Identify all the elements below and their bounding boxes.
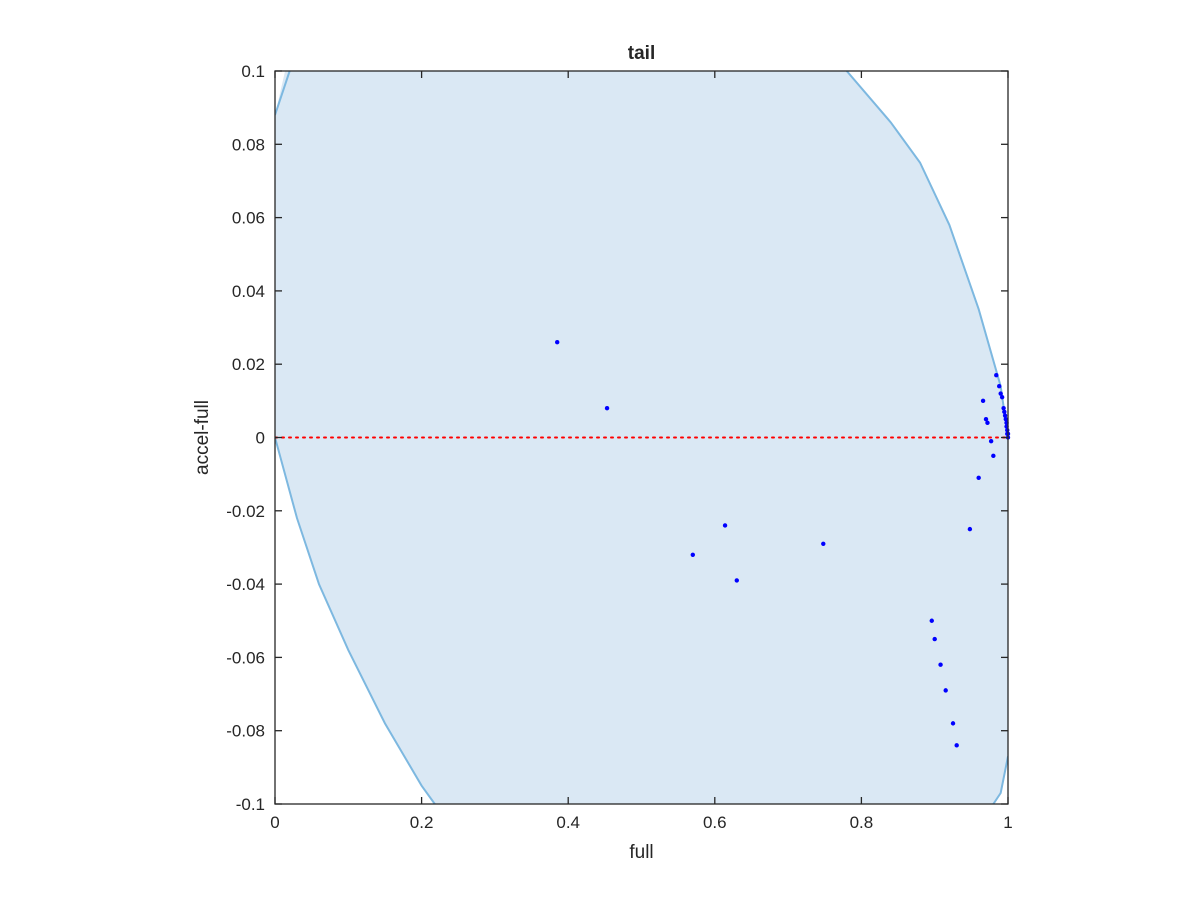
y-tick-label: -0.1	[236, 795, 265, 814]
axes: 0 0.2 0.4 0.6 0.8 1 -0.1 -0.08 -0.06 -0.04 -0.02 0…	[226, 62, 1012, 832]
data-point	[929, 618, 934, 623]
data-point	[943, 688, 948, 693]
data-point	[1002, 409, 1007, 415]
x-tick-label: 0	[270, 813, 279, 832]
region-boundary-lower-left	[275, 437, 436, 804]
region-boundary-lower-right	[992, 756, 1008, 804]
y-tick-label: -0.04	[226, 575, 265, 594]
data-point	[690, 552, 696, 557]
y-tick-label: 0.1	[241, 62, 265, 81]
data-point	[954, 743, 959, 748]
data-point	[994, 372, 999, 378]
region-boundary-upper-left	[275, 71, 291, 116]
data-point	[998, 391, 1003, 396]
data-point	[1002, 413, 1008, 418]
data-point	[997, 383, 1002, 389]
data-point	[980, 398, 986, 404]
y-tick-label: 0.04	[232, 282, 265, 301]
data-point	[734, 578, 739, 583]
y-tick-label: -0.06	[226, 648, 265, 667]
data-point	[555, 340, 560, 345]
data-point	[967, 526, 973, 532]
data-point	[999, 394, 1005, 400]
y-tick-label: 0.08	[232, 135, 265, 154]
y-axis-label: accel-full	[192, 400, 213, 475]
data-points	[555, 340, 1011, 748]
x-tick-label: 0.8	[850, 813, 874, 832]
data-point	[985, 420, 990, 426]
y-tick-label: -0.08	[226, 722, 265, 741]
x-tick-label: 0.2	[410, 813, 434, 832]
data-point	[983, 416, 989, 422]
data-point	[1001, 405, 1006, 411]
data-point	[722, 523, 728, 528]
x-tick-label: 0.6	[703, 813, 727, 832]
data-point	[821, 541, 826, 546]
x-axis-label: full	[629, 842, 653, 863]
x-tick-label: 0.4	[556, 813, 580, 832]
data-point	[604, 405, 610, 411]
x-tick-label: 1	[1003, 813, 1012, 832]
y-tick-label: 0.06	[232, 209, 265, 228]
x-axis-ticks: 0 0.2 0.4 0.6 0.8 1	[270, 71, 1013, 832]
y-tick-label: 0	[256, 429, 265, 448]
data-point	[938, 662, 943, 667]
data-point	[976, 475, 981, 481]
y-axis-ticks: -0.1 -0.08 -0.06 -0.04 -0.02 0 0.02 0.04 0.06 0.0…	[226, 62, 1008, 814]
plot-area	[275, 71, 1011, 804]
y-tick-label: 0.02	[232, 355, 265, 374]
data-point	[988, 438, 994, 444]
data-point	[932, 636, 937, 642]
data-point	[950, 721, 956, 726]
data-point	[991, 453, 996, 459]
data-point	[1003, 416, 1009, 422]
chart-title: tail	[628, 43, 655, 64]
y-tick-label: -0.02	[226, 502, 265, 521]
